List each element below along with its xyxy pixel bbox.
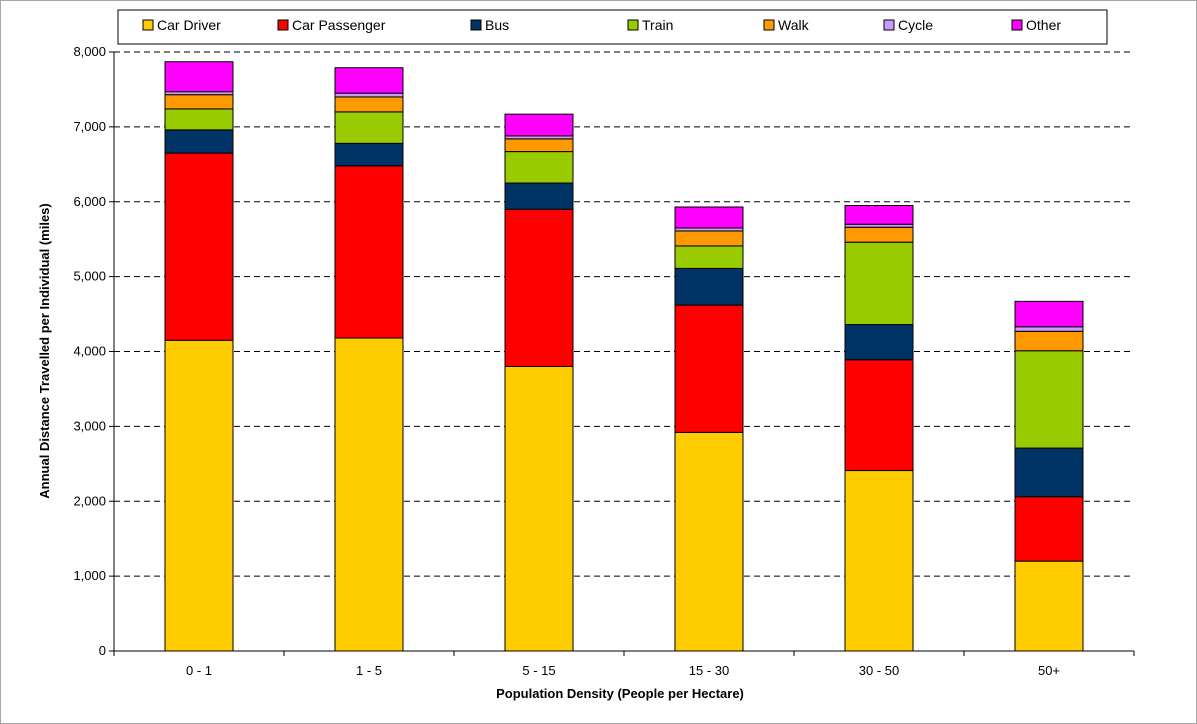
y-tick-label: 6,000 (73, 194, 106, 209)
bar-segment (334, 337, 404, 652)
y-tick-label: 5,000 (73, 269, 106, 284)
legend-swatch (470, 19, 482, 31)
bar-segment (1014, 300, 1084, 328)
legend-swatch (277, 19, 289, 31)
bar-segment (334, 111, 404, 144)
bar-segment (504, 182, 574, 210)
legend-label: Walk (778, 17, 810, 33)
legend-swatch (883, 19, 895, 31)
x-tick-label: 15 - 30 (689, 663, 729, 678)
legend-box (117, 9, 1108, 45)
bar-segment (164, 339, 234, 652)
legend-label: Cycle (898, 17, 933, 33)
bar-segment (674, 245, 744, 269)
y-tick-label: 7,000 (73, 119, 106, 134)
x-tick-label: 30 - 50 (859, 663, 899, 678)
bar-segment (164, 94, 234, 110)
bar-segment (674, 304, 744, 433)
x-axis-title: Population Density (People per Hectare) (496, 686, 744, 701)
bar-segment (1014, 330, 1084, 352)
y-tick-label: 0 (99, 643, 106, 658)
bar-segment (164, 108, 234, 131)
bar-segment (334, 92, 404, 98)
bar-segment (844, 226, 914, 243)
legend-label: Car Driver (157, 17, 221, 33)
bar-segment (334, 96, 404, 113)
legend: Car Driver Car Passenger Bus Train Walk Cycle… (117, 9, 1108, 45)
bar-segment (1014, 350, 1084, 449)
bar-segment (674, 230, 744, 247)
bar-segment (334, 165, 404, 339)
x-tick-label: 1 - 5 (356, 663, 382, 678)
bar-segment (164, 61, 234, 93)
bar-segment (844, 204, 914, 225)
bar-segment (334, 142, 404, 167)
bar-segment (1014, 560, 1084, 652)
x-tick-label: 50+ (1038, 663, 1060, 678)
bar-segment (674, 206, 744, 229)
bar-segment (1014, 496, 1084, 562)
y-tick-label: 4,000 (73, 344, 106, 359)
y-axis-title: Annual Distance Travelled per Individual… (37, 203, 52, 498)
bar-segment (504, 208, 574, 367)
bar-segment (1014, 447, 1084, 498)
legend-label: Car Passenger (292, 17, 386, 33)
bar-segment (674, 267, 744, 306)
bar-segment (164, 152, 234, 341)
bar-segment (504, 113, 574, 137)
legend-label: Train (642, 17, 673, 33)
bar-segment (844, 359, 914, 472)
bar-segment (674, 431, 744, 652)
bar-segment (1014, 326, 1084, 332)
x-tick-label: 5 - 15 (522, 663, 555, 678)
bar-segment (844, 324, 914, 361)
bar-segment (164, 129, 234, 154)
legend-swatch (142, 19, 154, 31)
legend-swatch (627, 19, 639, 31)
bars (164, 61, 1084, 652)
legend-swatch (1011, 19, 1023, 31)
bar-segment (334, 67, 404, 94)
bar-segment (504, 138, 574, 153)
gridlines (114, 51, 1134, 577)
bar-segment (504, 151, 574, 184)
legend-label: Other (1026, 17, 1061, 33)
x-tick-label: 0 - 1 (186, 663, 212, 678)
y-tick-label: 2,000 (73, 493, 106, 508)
legend-label: Bus (485, 17, 509, 33)
axes (109, 51, 1135, 656)
y-tick-labels: 0 1,000 2,000 3,000 4,000 5,000 6,000 7,000 8,00… (73, 44, 106, 658)
y-tick-label: 3,000 (73, 418, 106, 433)
bar-segment (844, 241, 914, 326)
bar-segment (504, 365, 574, 652)
bar-segment (844, 470, 914, 652)
x-tick-labels: 0 - 1 1 - 5 5 - 15 15 - 30 30 - 50 50+ (186, 663, 1060, 678)
legend-swatch (763, 19, 775, 31)
y-tick-label: 8,000 (73, 44, 106, 59)
y-tick-label: 1,000 (73, 568, 106, 583)
